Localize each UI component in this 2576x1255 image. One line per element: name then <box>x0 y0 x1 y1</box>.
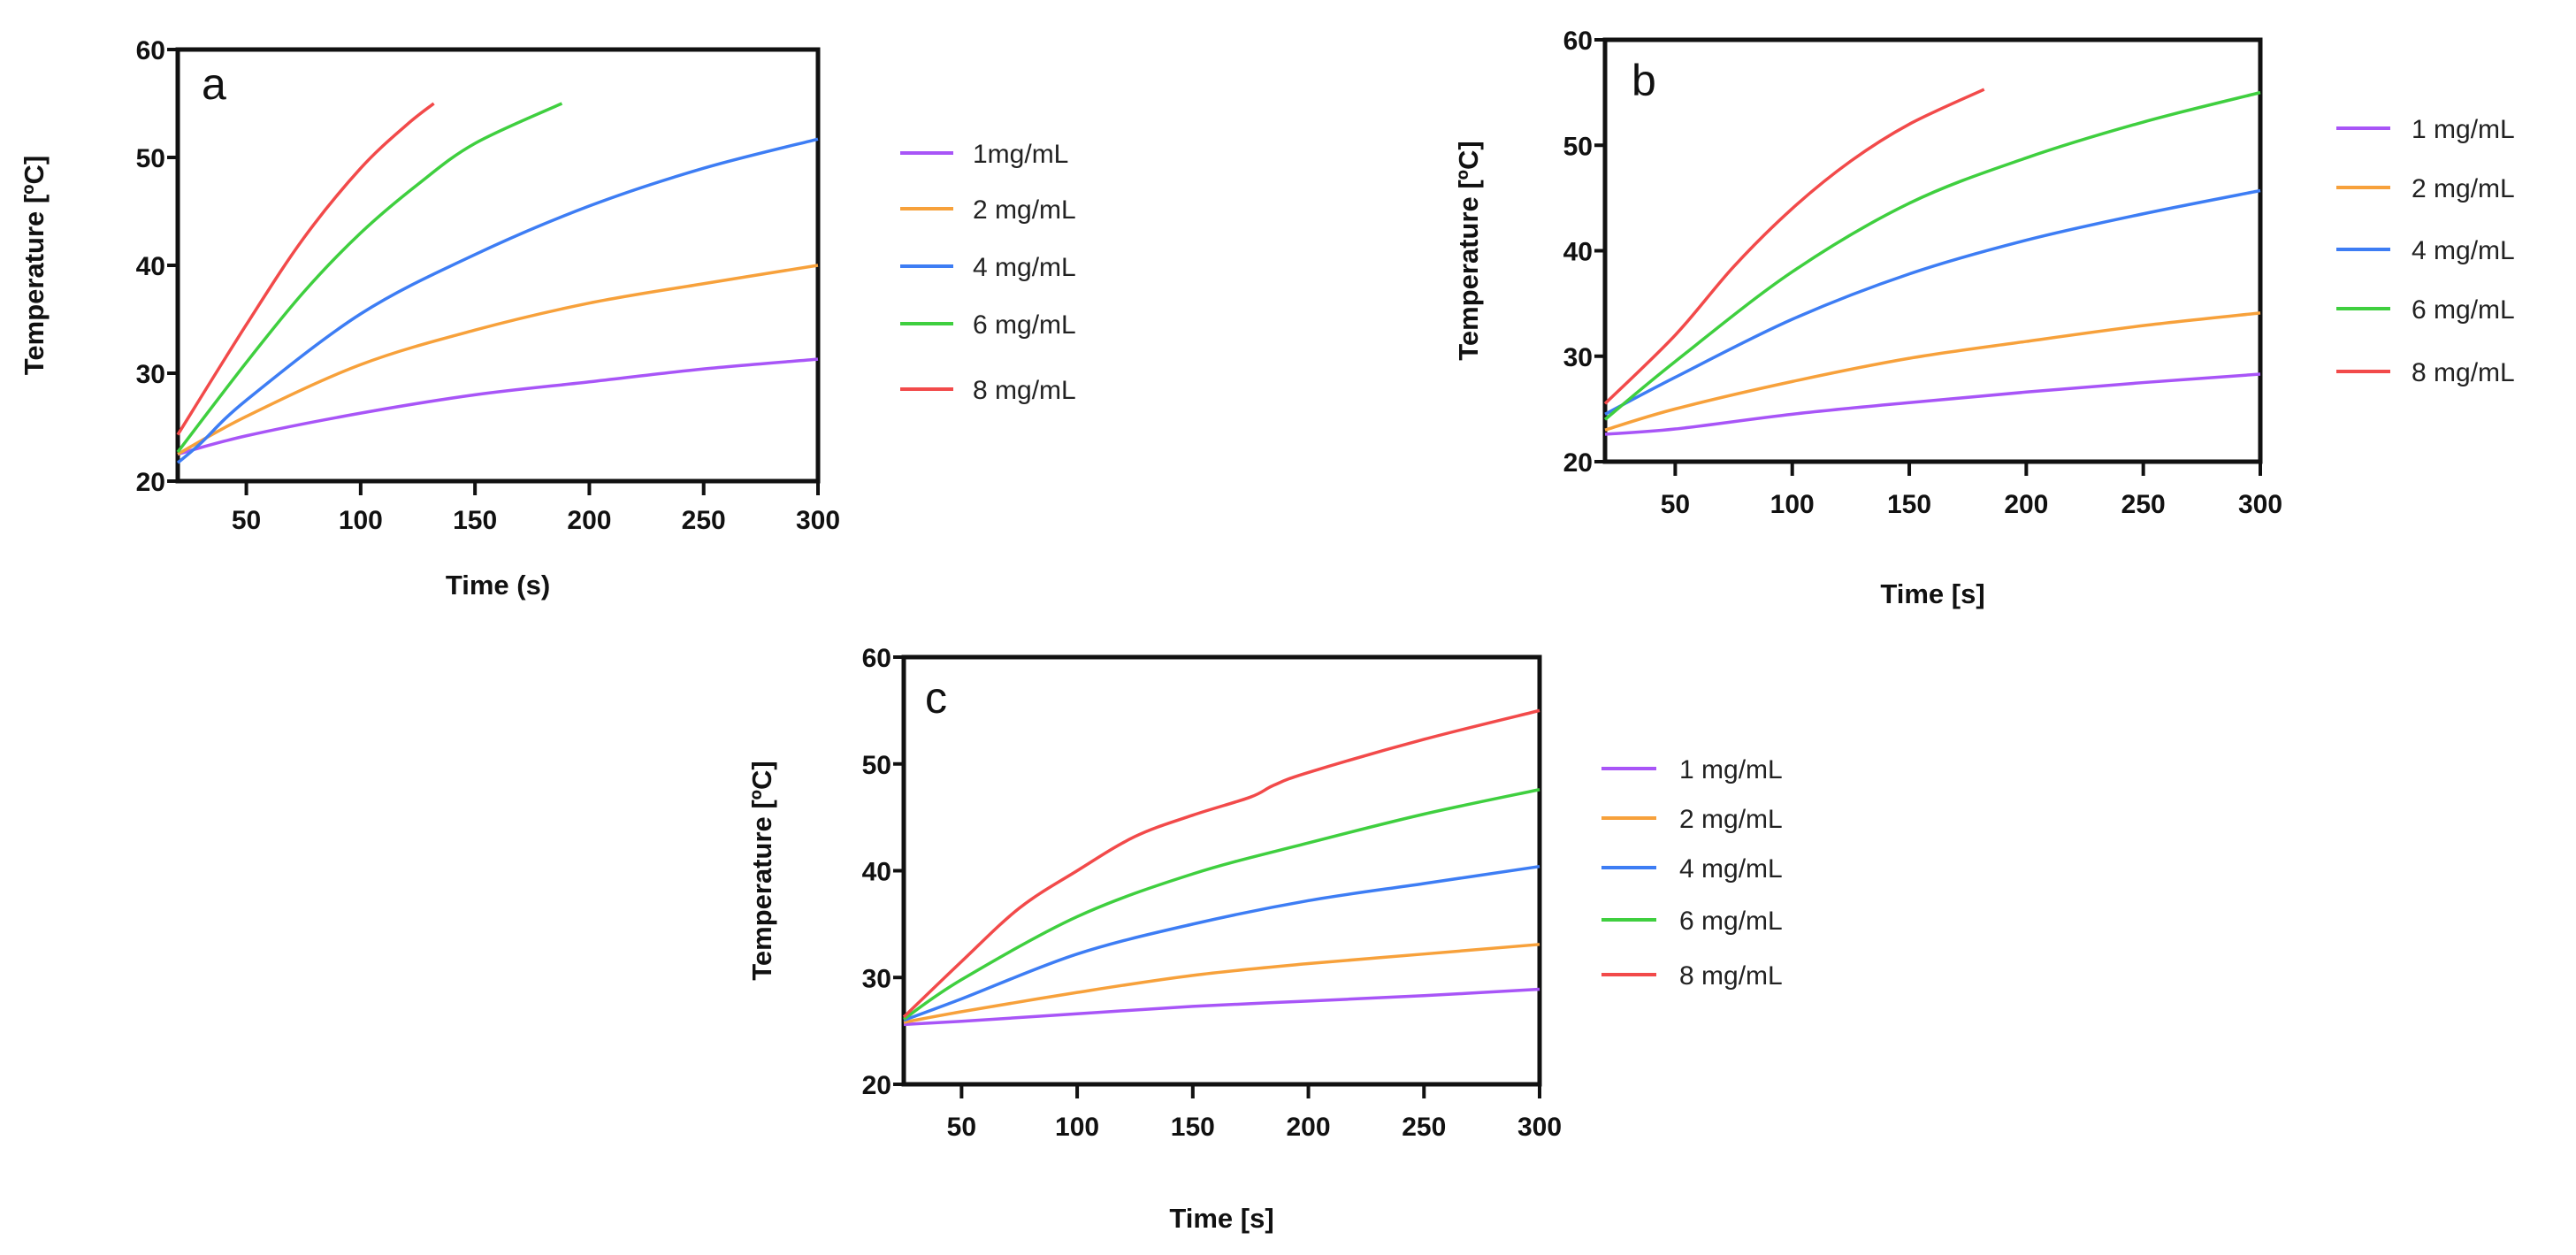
x-tick-label: 300 <box>796 506 840 535</box>
chart-panel-a: 20 30 40 50 60 50 100 150 200 250 300 Time (s) Tempe… <box>19 36 1076 601</box>
x-axis-label: Time (s) <box>446 570 550 601</box>
x-tick-label: 50 <box>1661 490 1690 519</box>
x-axis-label: Time [s] <box>1169 1203 1273 1234</box>
series-line-6-mg-mL <box>903 788 1540 1021</box>
legend-label: 1 mg/mL <box>2412 115 2515 144</box>
y-tick-label: 20 <box>136 468 165 497</box>
y-tick-label: 20 <box>1563 448 1593 478</box>
legend-label: 2 mg/mL <box>1679 805 1783 834</box>
legend-label: 8 mg/mL <box>2412 358 2515 387</box>
legend-label: 8 mg/mL <box>1679 961 1783 991</box>
y-tick-label: 30 <box>136 360 165 389</box>
x-tick-label: 150 <box>453 506 497 535</box>
x-tick-label: 100 <box>339 506 383 535</box>
y-tick-label: 50 <box>862 751 891 780</box>
y-axis-label: Temperature [ºC] <box>19 156 50 375</box>
legend-label: 8 mg/mL <box>973 376 1076 405</box>
y-tick-label: 40 <box>862 858 891 887</box>
chart-panel-c: 20 30 40 50 60 50 100 150 200 250 300 Time [s] Tempe… <box>746 644 1783 1234</box>
plot-frame <box>1602 37 2263 464</box>
y-tick-label: 50 <box>1563 132 1593 161</box>
series-line-4-mg-mL <box>176 137 819 464</box>
x-tick-label: 200 <box>1287 1113 1331 1142</box>
panel-label: a <box>202 59 226 109</box>
x-tick-label: 100 <box>1055 1113 1099 1142</box>
series-line-2-mg-mL <box>177 264 819 456</box>
plot-frame <box>175 47 821 484</box>
x-tick-label: 150 <box>1171 1113 1215 1142</box>
y-tick-label: 40 <box>1563 238 1593 267</box>
series-line-1-mg-mL <box>903 987 1540 1027</box>
y-tick-label: 60 <box>1563 27 1593 56</box>
legend-label: 6 mg/mL <box>973 310 1076 340</box>
legend-label: 1 mg/mL <box>1679 755 1783 784</box>
series-line-2-mg-mL <box>1604 311 2261 432</box>
series-line-1-mg-mL <box>177 357 819 456</box>
x-tick-label: 150 <box>1887 490 1931 519</box>
y-tick-label: 30 <box>1563 343 1593 372</box>
x-axis-label: Time [s] <box>1880 578 1984 609</box>
y-tick-label: 50 <box>136 144 165 173</box>
legend-label: 6 mg/mL <box>2412 295 2515 325</box>
x-tick-label: 300 <box>2238 490 2282 519</box>
x-tick-label: 50 <box>232 506 261 535</box>
x-tick-label: 200 <box>567 506 611 535</box>
series-line-8-mg-mL <box>176 102 435 436</box>
x-tick-label: 50 <box>947 1113 976 1142</box>
legend-label: 6 mg/mL <box>1679 907 1783 936</box>
series-line-6-mg-mL <box>1603 90 2261 421</box>
legend-label: 2 mg/mL <box>2412 174 2515 203</box>
legend-label: 4 mg/mL <box>1679 854 1783 884</box>
legend-label: 4 mg/mL <box>973 253 1076 282</box>
panel-label: c <box>925 673 947 723</box>
y-tick-label: 30 <box>862 964 891 993</box>
x-tick-label: 250 <box>2121 490 2166 519</box>
panel-label: b <box>1632 56 1656 105</box>
y-tick-label: 40 <box>136 252 165 281</box>
series-line-4-mg-mL <box>903 864 1540 1022</box>
legend-label: 4 mg/mL <box>2412 236 2515 265</box>
x-tick-label: 100 <box>1770 490 1815 519</box>
series-line-2-mg-mL <box>903 943 1540 1024</box>
series-line-6-mg-mL <box>176 102 563 454</box>
y-tick-label: 60 <box>136 36 165 65</box>
y-axis-label: Temperature [ºC] <box>746 761 777 980</box>
chart-panel-b: 20 30 40 50 60 50 100 150 200 250 300 Time [s] Tempe… <box>1453 27 2515 609</box>
x-tick-label: 250 <box>1402 1113 1446 1142</box>
y-tick-label: 60 <box>862 644 891 673</box>
x-tick-label: 250 <box>682 506 726 535</box>
series-line-8-mg-mL <box>902 708 1540 1019</box>
x-tick-label: 200 <box>2004 490 2048 519</box>
series-line-4-mg-mL <box>1604 188 2261 416</box>
legend-label: 2 mg/mL <box>973 195 1076 225</box>
series-line-8-mg-mL <box>1603 88 1985 405</box>
x-tick-label: 300 <box>1517 1113 1562 1142</box>
series-line-1-mg-mL <box>1604 372 2261 436</box>
legend-label: 1mg/mL <box>973 140 1068 169</box>
y-axis-label: Temperature [ºC] <box>1453 141 1484 360</box>
y-tick-label: 20 <box>862 1071 891 1100</box>
